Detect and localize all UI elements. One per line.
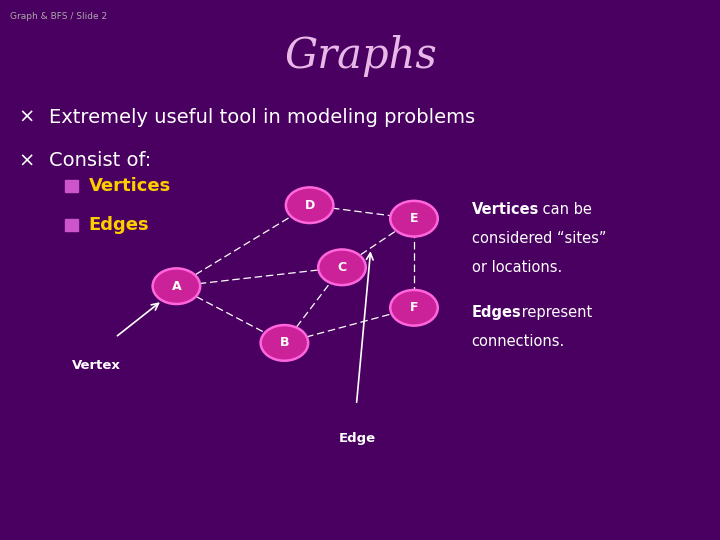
Text: A: A bbox=[171, 280, 181, 293]
Text: Edges: Edges bbox=[89, 215, 149, 234]
Text: represent: represent bbox=[517, 305, 593, 320]
Circle shape bbox=[286, 187, 333, 223]
Text: Vertex: Vertex bbox=[72, 359, 121, 372]
Text: Edge: Edge bbox=[338, 432, 376, 445]
Circle shape bbox=[390, 201, 438, 237]
Text: can be: can be bbox=[538, 202, 592, 218]
Circle shape bbox=[261, 325, 308, 361]
Text: B: B bbox=[279, 336, 289, 349]
Text: Consist of:: Consist of: bbox=[49, 151, 151, 170]
Text: Graph & BFS / Slide 2: Graph & BFS / Slide 2 bbox=[10, 12, 107, 21]
Text: or locations.: or locations. bbox=[472, 260, 562, 275]
Text: Edges: Edges bbox=[472, 305, 521, 320]
Text: Vertices: Vertices bbox=[472, 202, 539, 218]
Circle shape bbox=[390, 290, 438, 326]
Text: considered “sites”: considered “sites” bbox=[472, 231, 606, 246]
Text: Extremely useful tool in modeling problems: Extremely useful tool in modeling proble… bbox=[49, 108, 475, 127]
Circle shape bbox=[153, 268, 200, 304]
Text: connections.: connections. bbox=[472, 334, 565, 349]
Text: ×: × bbox=[18, 108, 35, 127]
FancyBboxPatch shape bbox=[65, 180, 78, 192]
Text: C: C bbox=[338, 261, 346, 274]
Text: F: F bbox=[410, 301, 418, 314]
Text: E: E bbox=[410, 212, 418, 225]
Circle shape bbox=[318, 249, 366, 285]
Text: ×: × bbox=[18, 151, 35, 170]
Text: D: D bbox=[305, 199, 315, 212]
Text: Vertices: Vertices bbox=[89, 177, 171, 195]
Text: Graphs: Graphs bbox=[284, 35, 436, 77]
FancyBboxPatch shape bbox=[65, 219, 78, 231]
